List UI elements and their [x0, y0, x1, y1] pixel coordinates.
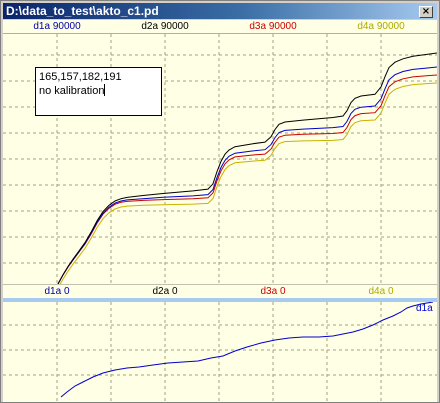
top-label-d1a: d1a 90000: [33, 21, 81, 32]
title-bar[interactable]: D:\data_to_test\akto_c1.pd ×: [3, 3, 437, 19]
annotation-line-2: no kalibration: [39, 85, 105, 97]
lower-grid: [3, 302, 437, 402]
top-label-d4a: d4a 90000: [357, 21, 405, 32]
close-icon: ×: [421, 6, 431, 17]
bottom-label-d1a: d1a 0: [44, 286, 70, 297]
bottom-label-d3a: d3a 0: [260, 286, 286, 297]
trace-d4a: [57, 82, 437, 289]
trace-d1a: [57, 66, 437, 285]
panel-divider[interactable]: [3, 298, 437, 302]
text-caret: [104, 84, 106, 96]
bottom-label-d4a: d4a 0: [368, 286, 394, 297]
top-label-d2a: d2a 90000: [141, 21, 189, 32]
plot-area[interactable]: d1a 90000 d2a 90000 d3a 90000 d4a 90000 …: [3, 20, 437, 402]
lower-panel-label: d1a: [416, 303, 433, 314]
window-title: D:\data_to_test\akto_c1.pd: [6, 4, 159, 18]
annotation-line-1: 165,157,182,191: [39, 71, 122, 83]
trace-d2a: [57, 52, 437, 285]
bottom-label-row: d1a 0 d2a 0 d3a 0 d4a 0: [3, 284, 437, 298]
close-button[interactable]: ×: [419, 6, 433, 18]
bottom-label-d2a: d2a 0: [152, 286, 178, 297]
top-label-row: d1a 90000 d2a 90000 d3a 90000 d4a 90000: [3, 20, 437, 34]
annotation-box[interactable]: 165,157,182,191 no kalibration: [35, 67, 162, 116]
trace-lower-d1a: [60, 301, 434, 398]
top-label-d3a: d3a 90000: [249, 21, 297, 32]
plot-canvas[interactable]: [3, 20, 437, 402]
